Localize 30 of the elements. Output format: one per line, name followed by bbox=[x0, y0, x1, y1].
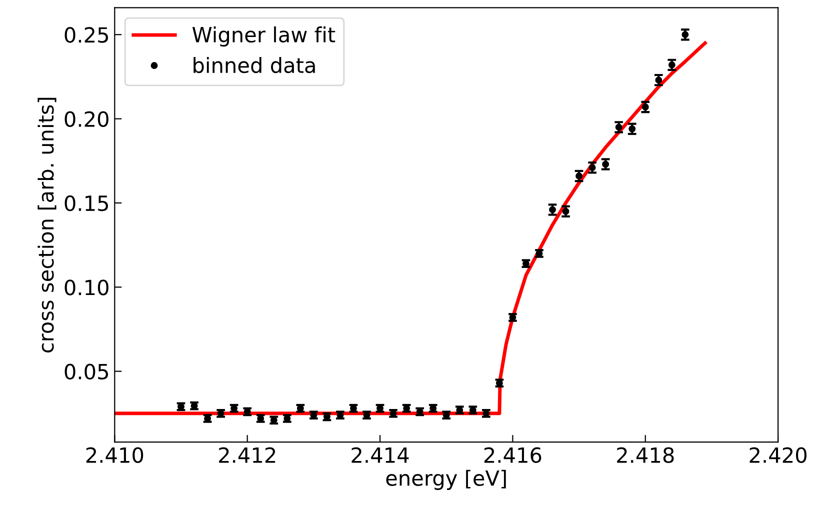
x-axis-title: energy [eV] bbox=[386, 470, 506, 490]
point bbox=[655, 76, 662, 84]
y-tick-label: 0.25 bbox=[64, 27, 108, 43]
point bbox=[469, 406, 476, 414]
point bbox=[642, 104, 649, 110]
x-tick-label: 2.414 bbox=[352, 447, 409, 463]
y-axis-title: cross section [arb. units] bbox=[38, 98, 56, 352]
legend-label: Wigner law fit bbox=[192, 26, 336, 47]
point bbox=[323, 413, 330, 420]
y-tick-label: 0.15 bbox=[64, 195, 108, 212]
legend-label: binned data bbox=[194, 56, 315, 74]
x-tick-label: 2.420 bbox=[750, 447, 806, 463]
point bbox=[244, 408, 251, 416]
point bbox=[682, 31, 689, 38]
point bbox=[602, 160, 610, 168]
point bbox=[615, 124, 622, 131]
point bbox=[562, 208, 570, 215]
y-tick-label: 0.20 bbox=[64, 111, 108, 127]
point bbox=[416, 408, 424, 416]
point bbox=[576, 172, 583, 180]
point bbox=[588, 164, 596, 172]
x-tick-label: 2.418 bbox=[617, 447, 674, 463]
y-tick-label: 0.05 bbox=[64, 364, 108, 380]
x-tick-label: 2.416 bbox=[484, 447, 542, 463]
point bbox=[628, 125, 636, 132]
x-tick-label: 2.410 bbox=[86, 447, 144, 463]
x-tick-label: 2.412 bbox=[219, 447, 276, 463]
point bbox=[456, 406, 464, 414]
point bbox=[668, 61, 676, 68]
y-tick-label: 0.10 bbox=[64, 280, 108, 296]
